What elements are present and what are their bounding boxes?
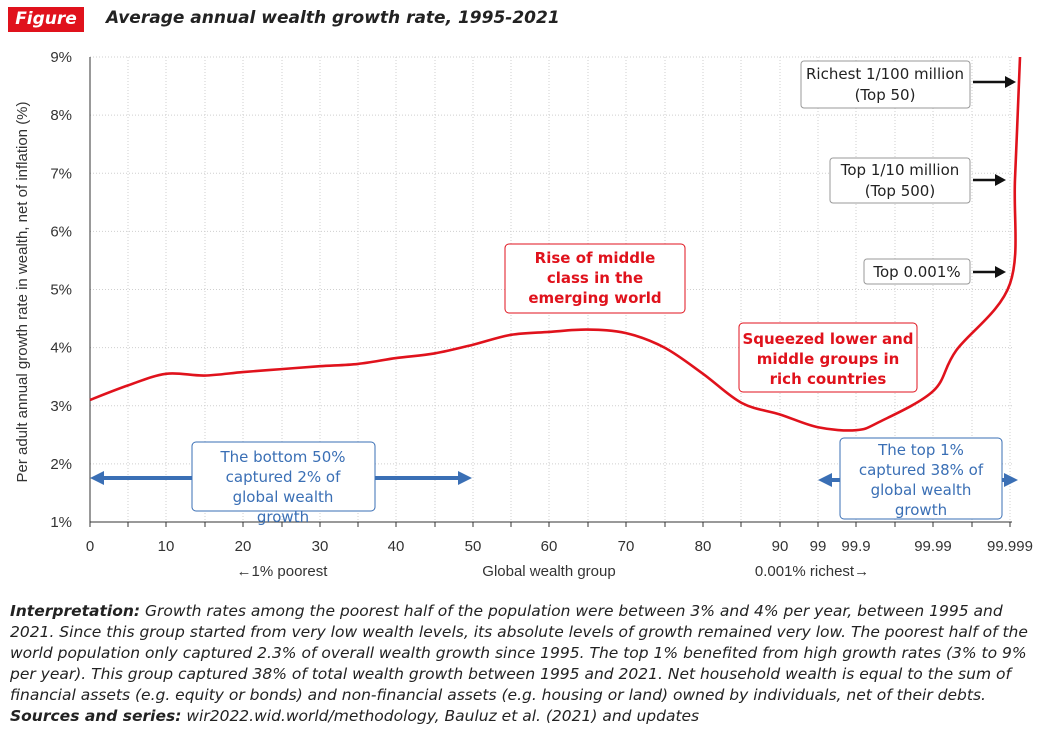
- series-layer: [89, 56, 1022, 432]
- x-tick-label: 90: [772, 538, 789, 555]
- annotation-box-rise: [504, 243, 686, 314]
- annotation-squeezed: rich countries: [770, 370, 887, 388]
- x-tick-label: 80: [695, 538, 712, 555]
- annotation-squeezed: middle groups in: [757, 350, 900, 368]
- annotation-top1: captured 38% of: [859, 461, 984, 479]
- x-tick-label: 70: [618, 538, 635, 555]
- x-axis-label: Global wealth group: [482, 563, 615, 580]
- annotation-box-richest: [800, 60, 971, 109]
- arrow-top10m-head: [995, 174, 1006, 186]
- annotation-rise-middle-class: Rise of middle: [535, 249, 656, 267]
- figure-label: Figure 9: [8, 7, 84, 54]
- x-tick-label: 99: [810, 538, 827, 555]
- x-tick-label: 40: [388, 538, 405, 555]
- annotation-squeezed: Squeezed lower and: [742, 330, 913, 348]
- chart-area: 1% 2% 3% 4% 5% 6% 7% 8% 9% 0 10 20 30 40 50 60 70 80 90 99…: [14, 49, 1033, 580]
- y-tick-label: 6%: [50, 223, 72, 240]
- annotation-bottom50: growth: [257, 508, 309, 526]
- interpretation-label: Interpretation:: [10, 602, 141, 620]
- annotation-top0001: Top 0.001%: [872, 263, 960, 281]
- x-tick-label: 50: [465, 538, 482, 555]
- annotation-rise-middle-class: emerging world: [528, 289, 661, 307]
- sources-label: Sources and series:: [10, 707, 182, 725]
- chart-title: Average annual wealth growth rate, 1995-…: [106, 8, 560, 28]
- x-label-richest: 0.001% richest→: [755, 563, 869, 580]
- series-line: [89, 56, 1022, 432]
- annotations: Rise of middle class in the emerging world…: [90, 60, 1018, 526]
- y-tick-label: 9%: [50, 49, 72, 66]
- y-tick-label: 4%: [50, 340, 72, 357]
- sources-text: wir2022.wid.world/methodology, Bauluz et…: [181, 707, 700, 725]
- y-tick-label: 2%: [50, 456, 72, 473]
- y-tick-label: 1%: [50, 514, 72, 531]
- interpretation-note: Interpretation: Growth rates among the p…: [10, 601, 1040, 727]
- x-tick-label: 99.9: [841, 538, 870, 555]
- annotation-box-top1: [839, 437, 1003, 520]
- annotation-rise-middle-class: class in the: [547, 269, 643, 287]
- x-tick-label: 10: [158, 538, 175, 555]
- annotation-richest: Richest 1/100 million: [806, 65, 964, 83]
- annotation-bottom50: global wealth: [233, 488, 334, 506]
- annotation-bottom50: The bottom 50%: [219, 448, 345, 466]
- annotation-box-squeezed: [738, 322, 918, 393]
- arrow-top1-head-left: [818, 473, 832, 487]
- y-tick-label: 5%: [50, 282, 72, 299]
- x-tick-label: 99.999: [987, 538, 1033, 555]
- annotation-top1: growth: [895, 501, 947, 519]
- x-tick-label: 20: [235, 538, 252, 555]
- y-tick-label: 3%: [50, 398, 72, 415]
- annotation-top1: The top 1%: [877, 441, 964, 459]
- x-tick-label: 99.99: [914, 538, 952, 555]
- x-tick-label: 0: [86, 538, 94, 555]
- x-tick-label: 60: [541, 538, 558, 555]
- x-tick-label: 30: [312, 538, 329, 555]
- annotation-box-top10m: [829, 157, 971, 204]
- annotation-richest: (Top 50): [855, 86, 916, 104]
- interpretation-text: Growth rates among the poorest half of t…: [10, 602, 1028, 704]
- annotation-box-top0001: [863, 258, 971, 285]
- annotation-bottom50: captured 2% of: [226, 468, 341, 486]
- annotation-box-bottom50: [191, 441, 376, 512]
- arrow-bottom50-head-left: [90, 471, 104, 485]
- arrow-top1-head-right: [1004, 473, 1018, 487]
- arrow-top0001-head: [995, 266, 1006, 278]
- arrow-bottom50-head-right: [458, 471, 472, 485]
- x-tick-labels: 0 10 20 30 40 50 60 70 80 90 99 99.9 99.99 99.999: [86, 538, 1033, 555]
- x-label-poorest: ←1% poorest: [237, 563, 329, 580]
- y-tick-label: 8%: [50, 107, 72, 124]
- annotation-top10m: Top 1/10 million: [840, 161, 960, 179]
- y-tick-labels: 1% 2% 3% 4% 5% 6% 7% 8% 9%: [50, 49, 72, 531]
- axes: [89, 57, 1012, 527]
- annotation-top1: global wealth: [871, 481, 972, 499]
- y-axis-label: Per adult annual growth rate in wealth, …: [14, 101, 31, 482]
- annotation-top10m: (Top 500): [865, 182, 935, 200]
- arrow-richest-head: [1005, 76, 1016, 88]
- y-tick-label: 7%: [50, 165, 72, 182]
